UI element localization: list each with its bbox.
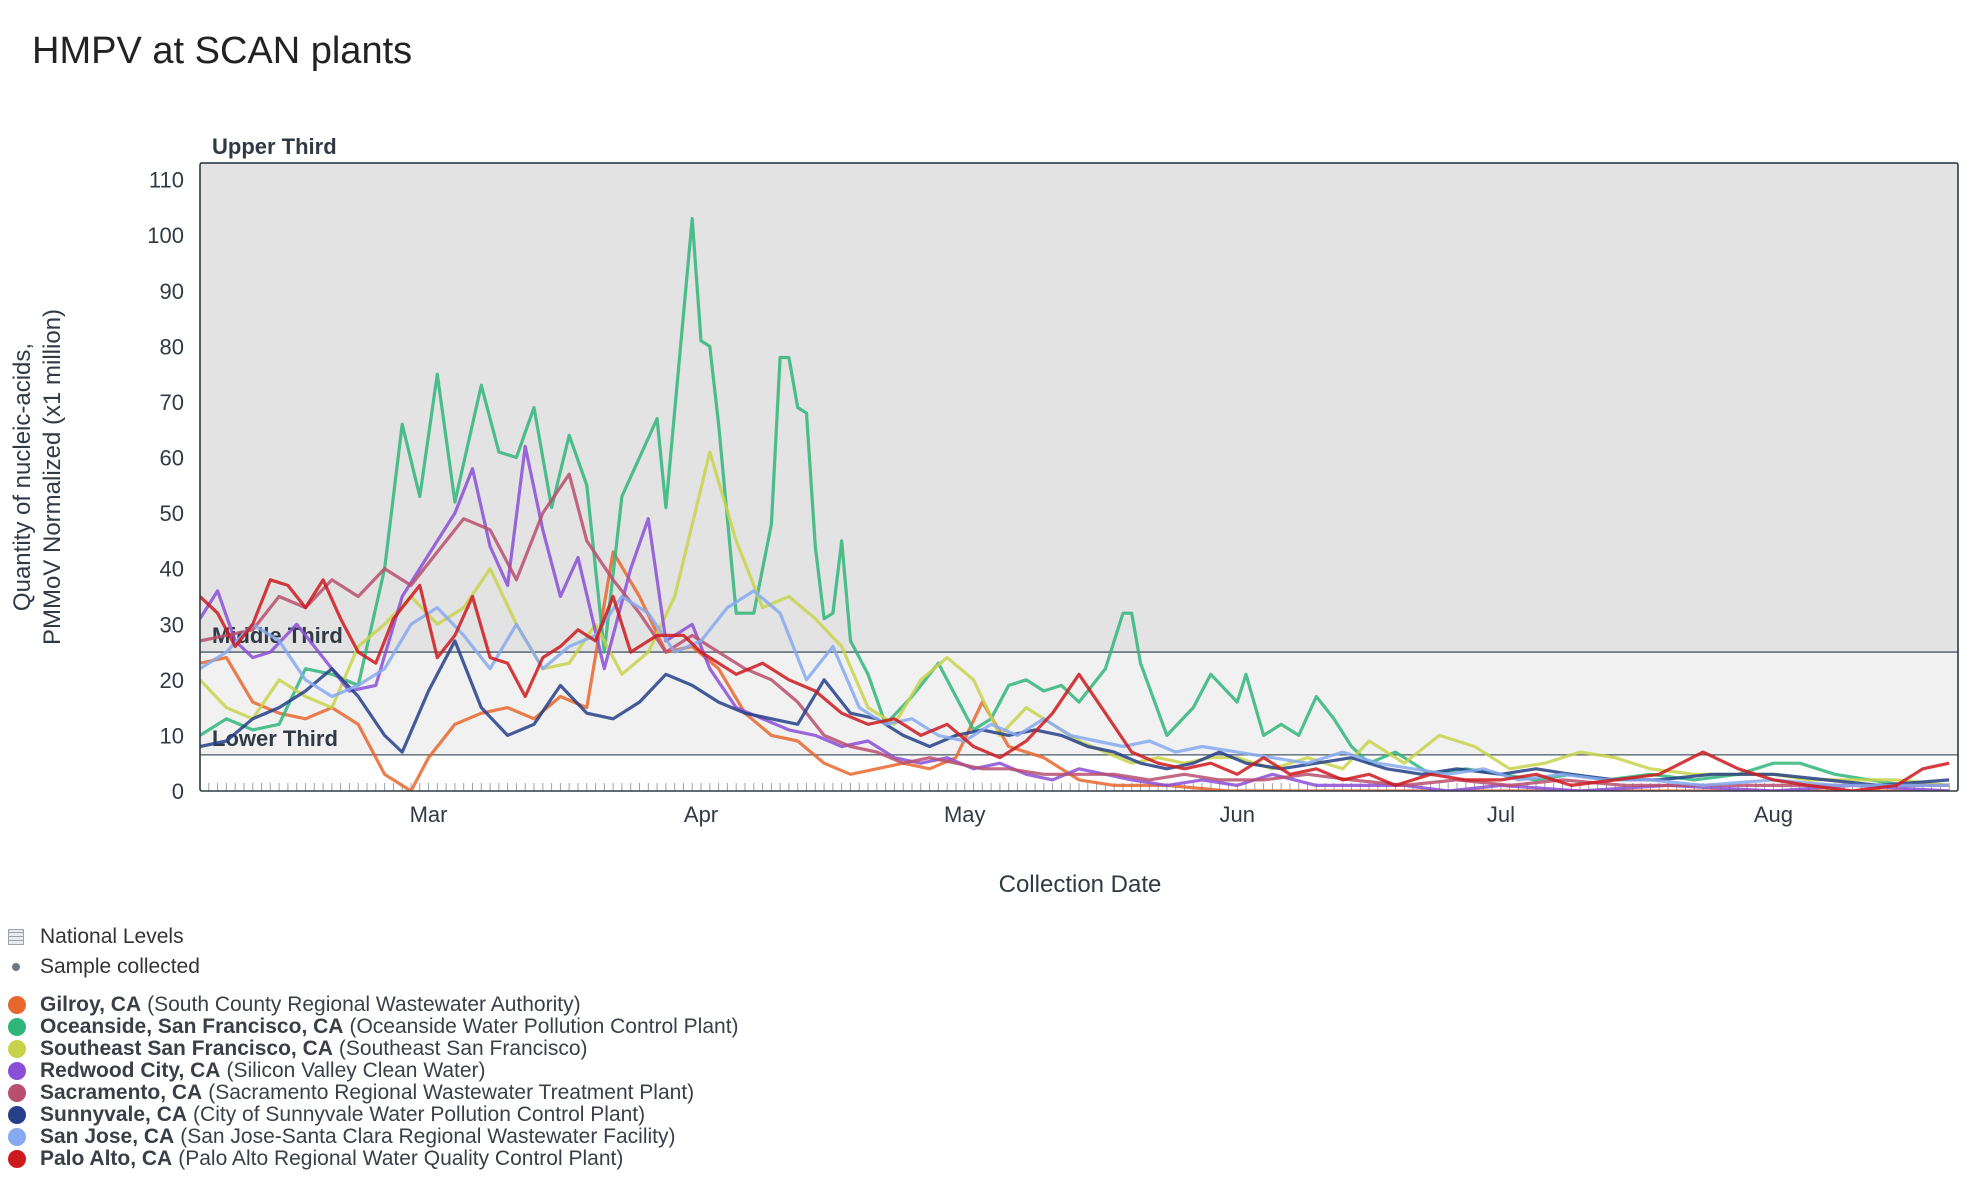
y-tick-label: 0	[172, 779, 184, 804]
series-color-swatch	[8, 1062, 26, 1080]
series-color-swatch	[8, 1084, 26, 1102]
x-axis-title: Collection Date	[999, 871, 1162, 898]
legend-site-plant: (Silicon Valley Clean Water)	[226, 1059, 486, 1082]
legend-site-item[interactable]: Redwood City, CA (Silicon Valley Clean Wa…	[8, 1059, 739, 1082]
x-axis: Mar Apr May Jun Jul Aug	[199, 783, 1959, 827]
series-line-gilroy-ca	[200, 550, 1950, 791]
y-axis-title: Quantity of nucleic-acids, PMMoV Normaliz…	[9, 309, 66, 645]
x-tick-label: Apr	[684, 802, 718, 827]
series-color-swatch	[8, 1128, 26, 1146]
series-line-southeast-san-francisco-ca	[200, 450, 1950, 787]
legend-site-location: Gilroy, CA	[40, 993, 142, 1016]
y-tick-label: 90	[160, 279, 184, 304]
legend-site-plant: (City of Sunnyvale Water Pollution Contr…	[193, 1103, 646, 1126]
y-axis-title-line: Quantity of nucleic-acids,	[9, 343, 36, 611]
legend: National Levels Sample collected Gilroy,…	[8, 922, 739, 1170]
legend-site-plant: (South County Regional Wastewater Author…	[147, 993, 581, 1016]
legend-site-location: Southeast San Francisco, CA	[40, 1037, 333, 1060]
sample-dot-icon	[12, 963, 20, 971]
series-color-swatch	[8, 1150, 26, 1168]
legend-site-item[interactable]: San Jose, CA (San Jose-Santa Clara Region…	[8, 1125, 739, 1148]
legend-site-item[interactable]: Palo Alto, CA (Palo Alto Regional Water Q…	[8, 1147, 739, 1170]
series-line-sunnyvale-ca	[200, 639, 1950, 787]
series-color-swatch	[8, 1106, 26, 1124]
x-tick-label: Jul	[1487, 802, 1515, 827]
series-line-redwood-city-ca	[200, 444, 1950, 791]
legend-national-levels-label: National Levels	[40, 925, 184, 948]
series-line-palo-alto-ca	[200, 578, 1950, 791]
y-tick-label: 50	[160, 501, 184, 526]
legend-sample-collected[interactable]: Sample collected	[8, 952, 739, 982]
legend-site-item[interactable]: Gilroy, CA (South County Regional Wastewa…	[8, 993, 739, 1016]
series-lines	[200, 217, 1950, 791]
national-level-bands	[200, 162, 1958, 791]
y-tick-label: 80	[160, 334, 184, 359]
national-levels-swatch	[8, 929, 24, 945]
y-tick-label: 60	[160, 446, 184, 471]
legend-site-plant: (Sacramento Regional Wastewater Treatmen…	[208, 1081, 695, 1104]
plot-frame	[199, 162, 1959, 792]
y-tick-label: 10	[160, 723, 184, 748]
x-tick-label: May	[944, 802, 986, 827]
band-upper-third	[200, 163, 1958, 653]
y-tick-label: 20	[160, 668, 184, 693]
y-axis-title-line: PMMoV Normalized (x1 million)	[39, 309, 66, 645]
series-line-san-jose-ca	[200, 589, 1950, 787]
y-tick-label: 40	[160, 557, 184, 582]
legend-site-location: San Jose, CA	[40, 1125, 175, 1148]
series-color-swatch	[8, 996, 26, 1014]
x-tick-label: Mar	[410, 802, 448, 827]
x-tick-label: Jun	[1219, 802, 1254, 827]
legend-site-location: Redwood City, CA	[40, 1059, 221, 1082]
band-label-lower-third: Lower Third	[212, 726, 338, 751]
legend-site-plant: (San Jose-Santa Clara Regional Wastewate…	[180, 1125, 676, 1148]
legend-site-location: Sacramento, CA	[40, 1081, 203, 1104]
legend-site-location: Oceanside, San Francisco, CA	[40, 1015, 344, 1038]
y-tick-label: 110	[149, 168, 184, 193]
legend-site-item[interactable]: Oceanside, San Francisco, CA (Oceanside W…	[8, 1015, 739, 1038]
legend-national-levels[interactable]: National Levels	[8, 922, 739, 952]
legend-site-location: Sunnyvale, CA	[40, 1103, 188, 1126]
y-tick-label: 30	[160, 612, 184, 637]
legend-site-plant: (Palo Alto Regional Water Quality Contro…	[178, 1147, 624, 1170]
y-axis: 0 10 20 30 40 50 60 70 80 90 100 110	[147, 168, 184, 804]
x-tick-label: Aug	[1754, 802, 1793, 827]
y-tick-label: 70	[160, 390, 184, 415]
band-label-upper-third: Upper Third	[212, 134, 337, 159]
y-tick-label: 100	[147, 223, 184, 248]
legend-site-plant: (Southeast San Francisco)	[338, 1037, 588, 1060]
legend-site-plant: (Oceanside Water Pollution Control Plant…	[349, 1015, 739, 1038]
series-color-swatch	[8, 1040, 26, 1058]
chart-title: HMPV at SCAN plants	[32, 30, 413, 72]
series-color-swatch	[8, 1018, 26, 1036]
legend-site-item[interactable]: Sunnyvale, CA (City of Sunnyvale Water Po…	[8, 1103, 739, 1126]
legend-site-location: Palo Alto, CA	[40, 1147, 173, 1170]
legend-site-item[interactable]: Southeast San Francisco, CA (Southeast Sa…	[8, 1037, 739, 1060]
legend-sample-collected-label: Sample collected	[40, 955, 200, 978]
legend-sites: Gilroy, CA (South County Regional Wastewa…	[8, 993, 739, 1170]
legend-site-item[interactable]: Sacramento, CA (Sacramento Regional Waste…	[8, 1081, 739, 1104]
